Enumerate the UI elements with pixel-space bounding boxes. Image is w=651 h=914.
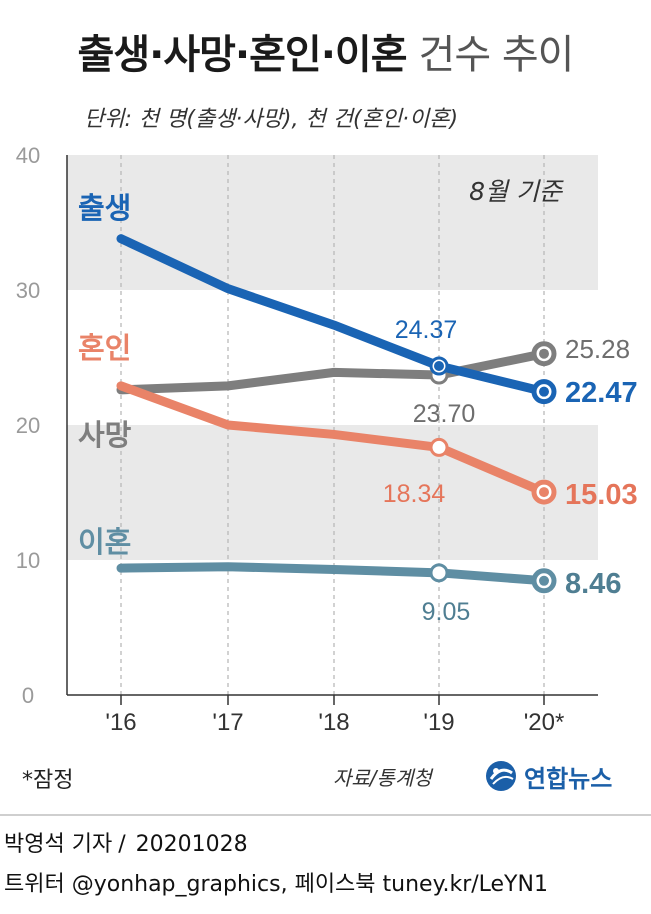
byline: 박영석 기자 (4, 832, 113, 857)
data-value-label: 15.03 (565, 479, 638, 511)
data-value-label: 23.70 (413, 400, 476, 428)
logo-text: 연합뉴스 (524, 764, 613, 793)
byline-separator: / (118, 832, 126, 857)
series-name-label: 사망 (78, 418, 132, 452)
data-value-label: 8.46 (565, 568, 621, 600)
data-point-inner (539, 386, 549, 397)
series-name-label: 출생 (78, 191, 131, 225)
series-lines (116, 234, 557, 594)
data-point-inner (434, 361, 444, 372)
credit-line: 박영석 기자/ 20201028 (4, 826, 248, 858)
x-tick-label: '18 (318, 709, 349, 736)
background-bands (67, 155, 598, 560)
unit-label: 단위: 천 명(출생·사망), 천 건(혼인·이혼) (84, 107, 459, 132)
data-value-label: 22.47 (565, 377, 638, 409)
social-line: 트위터 @yonhap_graphics, 페이스북 tuney.kr/LeYN… (4, 872, 548, 897)
series-line (116, 349, 549, 395)
x-tick-label: '20* (524, 709, 565, 736)
x-guides (120, 155, 545, 695)
data-value-label: 9.05 (422, 598, 471, 626)
chart-title: 출생·사망·혼인·이혼 건수 추이 (0, 22, 651, 80)
data-point-inner (539, 575, 549, 586)
series-name-label: 이혼 (78, 525, 131, 559)
basis-note: 8월 기준 (469, 177, 564, 206)
y-tick-label: 20 (16, 413, 40, 438)
series-line (116, 381, 549, 497)
date: 20201028 (135, 832, 248, 857)
data-value-label: 24.37 (395, 316, 458, 344)
y-tick-label: 40 (16, 143, 40, 168)
x-tick-label: '16 (105, 709, 136, 736)
title-sub: 건수 추이 (418, 32, 575, 78)
data-point (429, 563, 449, 583)
y-tick-label: 0 (22, 683, 34, 708)
axes: 0 10 20 30 40 '16 '17 '18 '19 '20* (16, 143, 598, 736)
x-tick-label: '17 (212, 709, 243, 736)
data-point-inner (539, 487, 549, 498)
grid-band (67, 425, 598, 560)
x-tick-label: '19 (423, 709, 454, 736)
y-tick-label: 10 (16, 548, 40, 573)
series-line (116, 234, 549, 397)
data-value-label: 18.34 (383, 480, 446, 508)
yonhap-logo: 연합뉴스 (484, 756, 612, 796)
source-label: 자료/통계청 (333, 766, 432, 790)
series-line (116, 562, 549, 586)
footnote: *잠정 (22, 768, 74, 793)
y-tick-label: 30 (16, 278, 40, 303)
series-name-label: 혼인 (78, 331, 131, 365)
grid-band (67, 155, 598, 290)
data-point-inner (539, 348, 549, 359)
globe-icon (486, 761, 516, 791)
title-main: 출생·사망·혼인·이혼 (77, 32, 408, 78)
data-point (429, 437, 449, 457)
data-value-label: 25.28 (565, 334, 630, 364)
footer-divider (0, 814, 651, 816)
